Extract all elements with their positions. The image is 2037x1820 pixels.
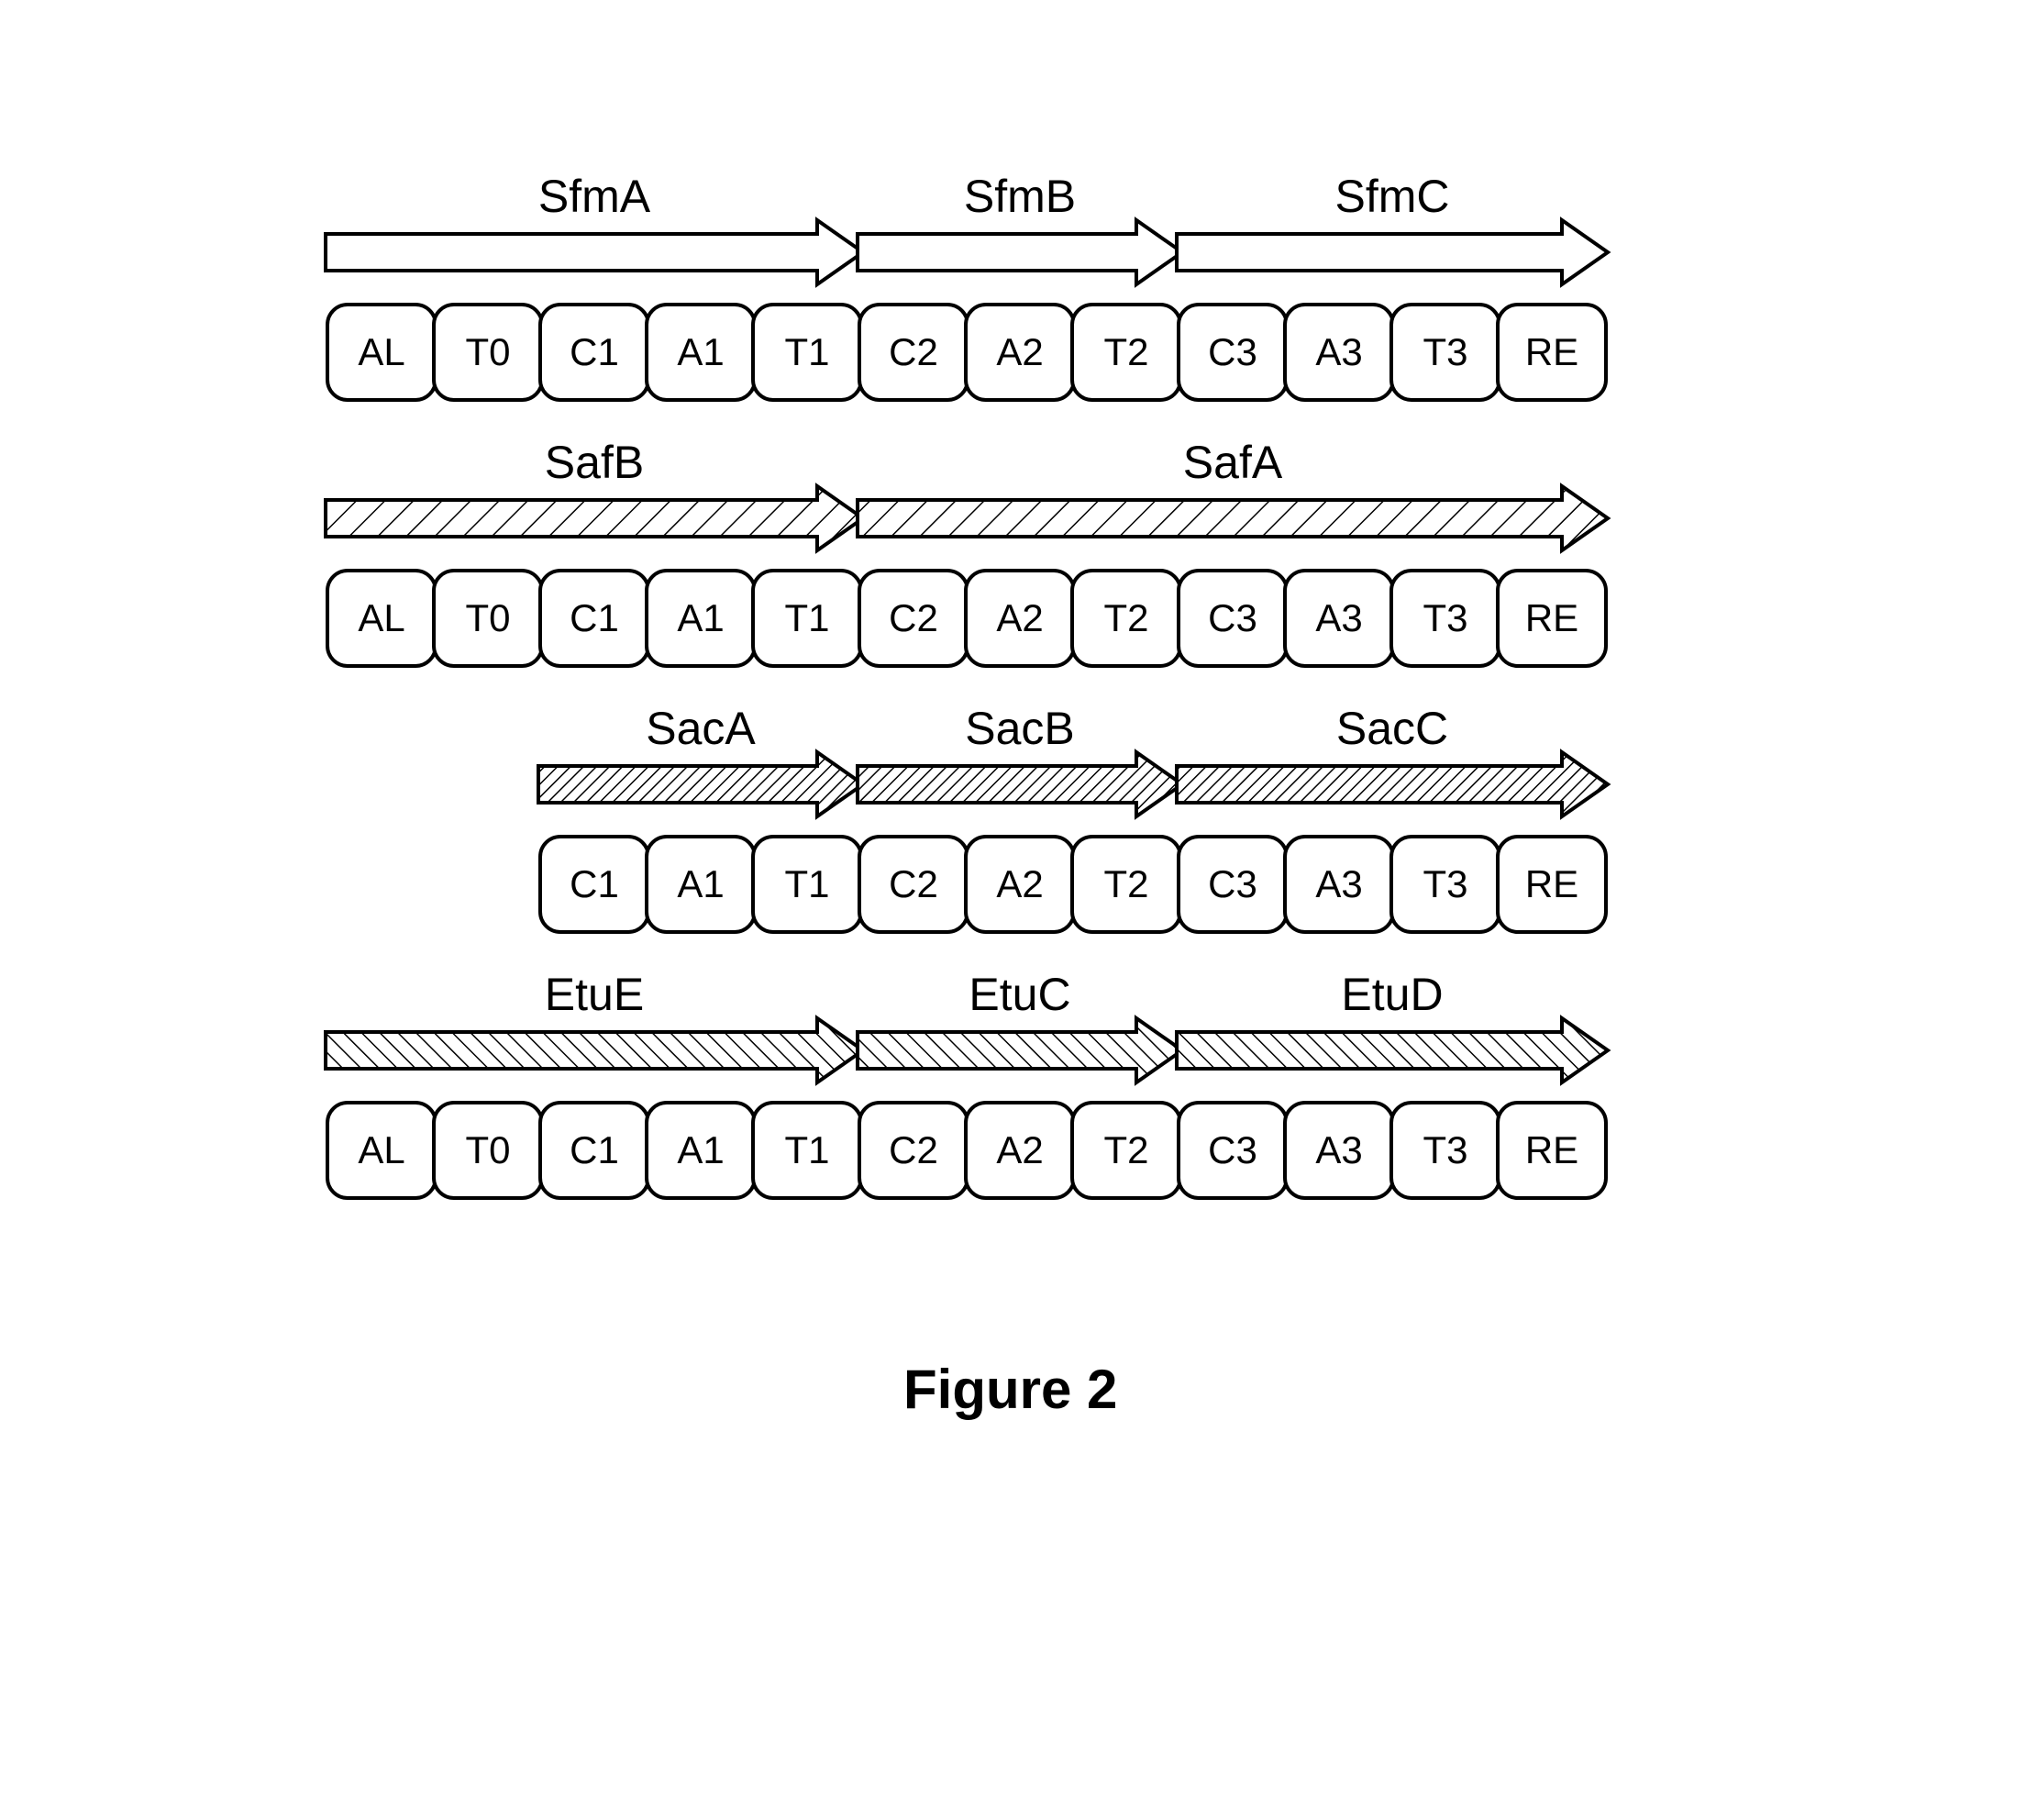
module-sfm-al: AL	[326, 303, 437, 402]
arrow-label-sfmb: SfmB	[947, 170, 1093, 223]
module-sac-t2: T2	[1070, 835, 1182, 934]
module-sfm-c1: C1	[538, 303, 650, 402]
arrow-label-etue: EtuE	[521, 968, 668, 1021]
module-sac-re: RE	[1496, 835, 1608, 934]
module-etu-a2: A2	[964, 1101, 1076, 1200]
module-saf-c3: C3	[1177, 569, 1289, 668]
arrow-sacc	[1177, 752, 1608, 816]
module-etu-a3: A3	[1283, 1101, 1395, 1200]
module-sfm-a2: A2	[964, 303, 1076, 402]
module-etu-t1: T1	[751, 1101, 863, 1200]
module-saf-a1: A1	[645, 569, 757, 668]
arrow-saca	[538, 752, 863, 816]
module-sac-c3: C3	[1177, 835, 1289, 934]
arrow-label-etuc: EtuC	[947, 968, 1093, 1021]
figure-caption: Figure 2	[903, 1358, 1117, 1421]
arrow-etud	[1177, 1018, 1608, 1082]
arrow-etuc	[858, 1018, 1182, 1082]
module-etu-c3: C3	[1177, 1101, 1289, 1200]
module-sac-t3: T3	[1389, 835, 1501, 934]
module-etu-c2: C2	[858, 1101, 969, 1200]
module-sac-c2: C2	[858, 835, 969, 934]
module-etu-a1: A1	[645, 1101, 757, 1200]
arrow-label-sfma: SfmA	[521, 170, 668, 223]
module-etu-t2: T2	[1070, 1101, 1182, 1200]
module-saf-a2: A2	[964, 569, 1076, 668]
module-saf-c2: C2	[858, 569, 969, 668]
arrow-label-safa: SafA	[1159, 436, 1306, 489]
arrow-label-safb: SafB	[521, 436, 668, 489]
module-sfm-c3: C3	[1177, 303, 1289, 402]
module-etu-t0: T0	[432, 1101, 544, 1200]
module-sfm-t0: T0	[432, 303, 544, 402]
module-sfm-t3: T3	[1389, 303, 1501, 402]
module-sac-a1: A1	[645, 835, 757, 934]
arrow-label-sacc: SacC	[1319, 702, 1466, 755]
arrow-label-sfmc: SfmC	[1319, 170, 1466, 223]
arrow-label-sacb: SacB	[947, 702, 1093, 755]
arrow-sfmb	[858, 220, 1182, 284]
module-saf-a3: A3	[1283, 569, 1395, 668]
arrow-sfmc	[1177, 220, 1608, 284]
module-sac-c1: C1	[538, 835, 650, 934]
module-saf-t3: T3	[1389, 569, 1501, 668]
module-sfm-t1: T1	[751, 303, 863, 402]
module-sfm-c2: C2	[858, 303, 969, 402]
module-sfm-re: RE	[1496, 303, 1608, 402]
arrow-sfma	[326, 220, 863, 284]
module-sfm-a3: A3	[1283, 303, 1395, 402]
module-etu-t3: T3	[1389, 1101, 1501, 1200]
module-sac-a2: A2	[964, 835, 1076, 934]
module-saf-t2: T2	[1070, 569, 1182, 668]
module-saf-t0: T0	[432, 569, 544, 668]
module-etu-al: AL	[326, 1101, 437, 1200]
module-sac-a3: A3	[1283, 835, 1395, 934]
arrow-sacb	[858, 752, 1182, 816]
arrow-safb	[326, 486, 863, 550]
module-sfm-t2: T2	[1070, 303, 1182, 402]
arrow-label-saca: SacA	[627, 702, 774, 755]
arrow-etue	[326, 1018, 863, 1082]
arrow-safa	[858, 486, 1608, 550]
module-sfm-a1: A1	[645, 303, 757, 402]
module-saf-al: AL	[326, 569, 437, 668]
module-etu-re: RE	[1496, 1101, 1608, 1200]
module-sac-t1: T1	[751, 835, 863, 934]
module-etu-c1: C1	[538, 1101, 650, 1200]
module-saf-t1: T1	[751, 569, 863, 668]
module-saf-c1: C1	[538, 569, 650, 668]
module-saf-re: RE	[1496, 569, 1608, 668]
arrow-label-etud: EtuD	[1319, 968, 1466, 1021]
figure-canvas: ALT0C1A1T1C2A2T2C3A3T3REALT0C1A1T1C2A2T2…	[0, 0, 2037, 1820]
